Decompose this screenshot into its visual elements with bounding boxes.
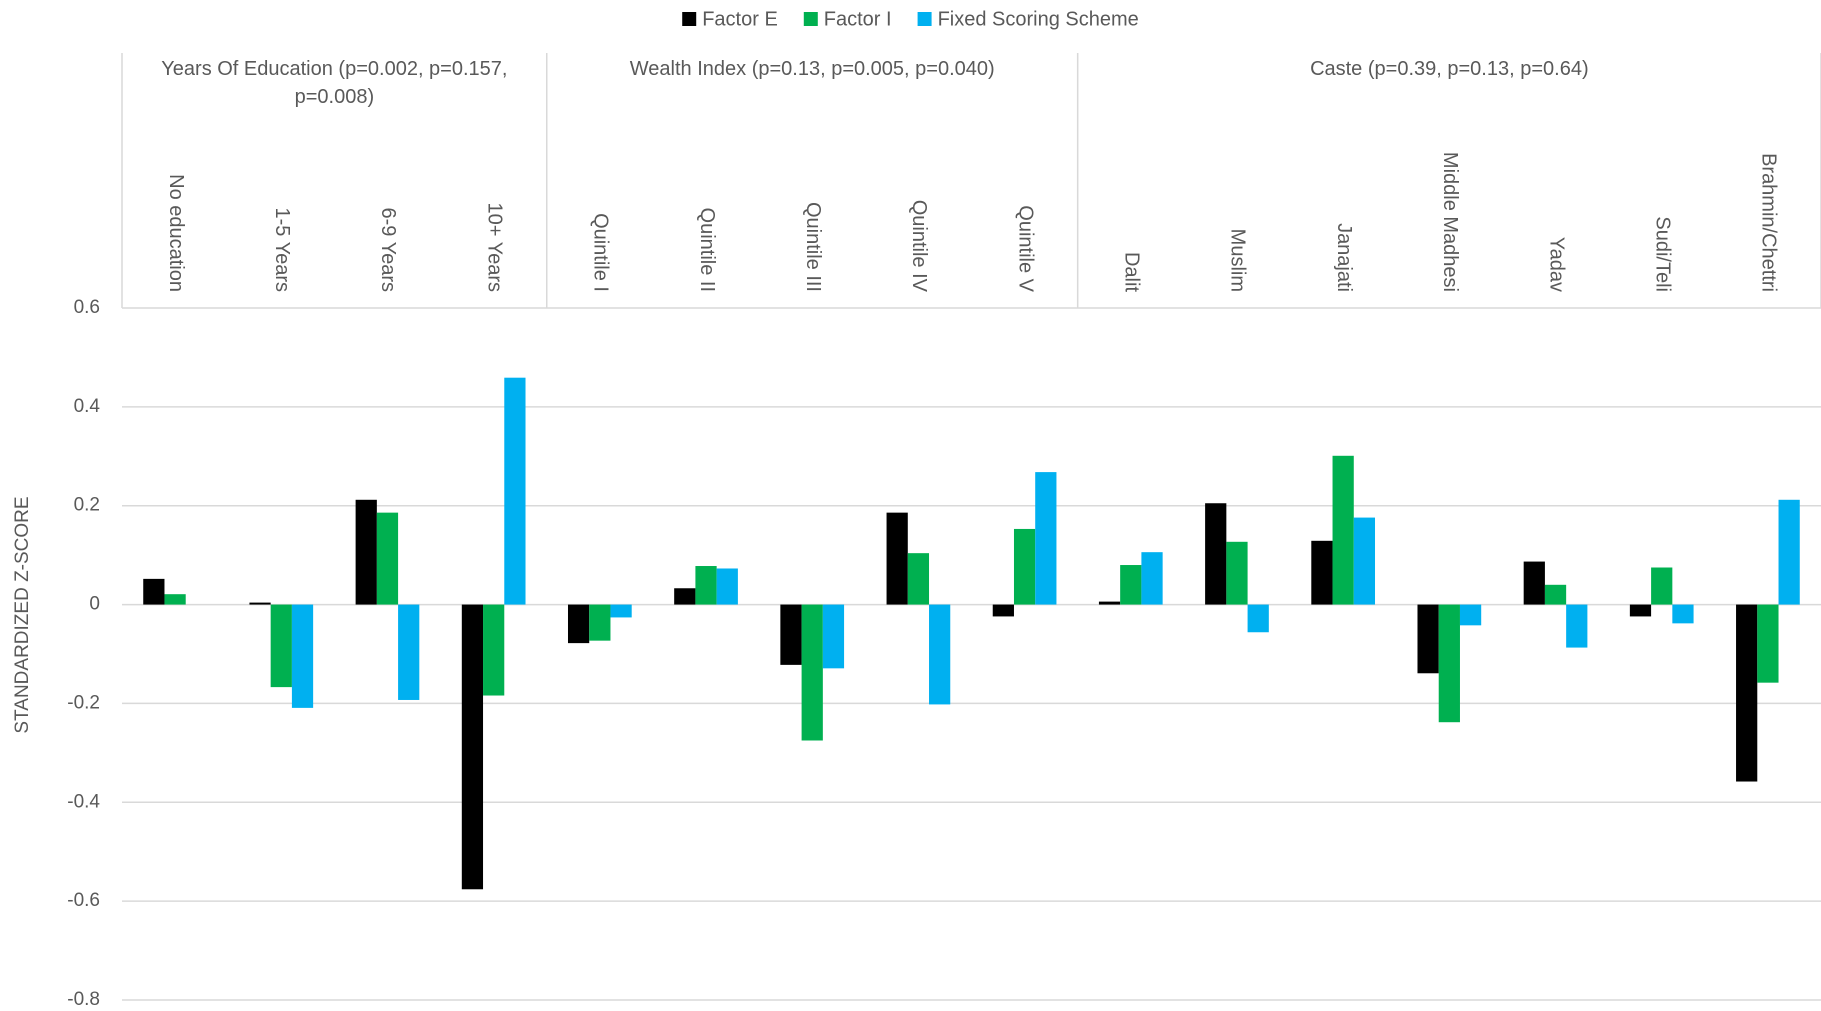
bar (992, 604, 1014, 617)
bar (589, 604, 611, 641)
bar (1629, 604, 1652, 617)
bar (1566, 604, 1588, 648)
x-tick-label: Sudi/Teli (1651, 216, 1673, 292)
x-tick-label: No education (165, 174, 187, 292)
legend-label: Fixed Scoring Scheme (938, 8, 1139, 30)
bar (1459, 604, 1482, 626)
legend-swatch (682, 12, 697, 26)
x-tick-label: Middle Madhesi (1439, 152, 1461, 292)
group-label: Caste (p=0.39, p=0.13, p=0.64) (1310, 58, 1589, 80)
bar (674, 588, 696, 605)
y-tick-label: -0.4 (67, 791, 100, 812)
bar (1332, 455, 1354, 605)
bar (1736, 604, 1758, 782)
bar (695, 566, 717, 605)
y-tick-label: -0.6 (67, 890, 100, 911)
bar (1120, 565, 1142, 605)
x-tick-label: Quintile III (802, 202, 824, 292)
bar (929, 604, 951, 705)
bar (1013, 528, 1036, 605)
bar (1205, 503, 1227, 605)
bar (1141, 552, 1163, 605)
bar (801, 604, 823, 741)
x-tick-label: Dalit (1121, 252, 1143, 292)
y-tick-label: -0.2 (67, 692, 100, 713)
bar (716, 568, 738, 605)
bar (1757, 604, 1779, 683)
y-tick-label: 0.6 (74, 297, 100, 318)
x-tick-label: Yadav (1545, 237, 1567, 292)
group-label: Years Of Education (p=0.002, p=0.157, p=… (161, 58, 508, 108)
x-tick-label: Quintile IV (908, 200, 930, 293)
x-tick-label: 1-5 Years (271, 207, 293, 292)
bar (1438, 604, 1460, 723)
x-tick-label: 6-9 Years (377, 207, 399, 292)
bar (610, 604, 632, 618)
bar (1247, 604, 1269, 633)
bar (1778, 499, 1800, 605)
x-tick-label: Quintile V (1014, 205, 1036, 292)
y-tick-label: 0.4 (74, 396, 101, 417)
bar (1035, 472, 1057, 605)
group-label: Wealth Index (p=0.13, p=0.005, p=0.040) (629, 58, 995, 80)
x-tick-label: Quintile II (696, 208, 718, 292)
legend-label: Factor E (702, 8, 778, 30)
bar (886, 512, 908, 605)
bar (907, 553, 930, 605)
bar (1098, 601, 1121, 605)
bar (461, 604, 484, 890)
legend-swatch (803, 12, 818, 26)
bar (1523, 561, 1545, 605)
y-axis-title: STANDARDIZED Z-SCORE (12, 496, 33, 733)
bar (1311, 540, 1333, 605)
bar (143, 578, 165, 605)
bar (355, 499, 377, 605)
bar (164, 594, 186, 605)
bar (483, 604, 505, 696)
legend-label: Factor I (824, 8, 892, 30)
bar (780, 604, 802, 665)
bar (1651, 567, 1673, 605)
bar (249, 602, 271, 605)
bar (1353, 517, 1376, 605)
bar (398, 604, 420, 700)
x-tick-label: 10+ Years (483, 202, 505, 292)
bar (376, 512, 399, 605)
bar (1672, 604, 1694, 624)
bar (1226, 541, 1248, 605)
x-tick-label: Muslim (1227, 229, 1249, 292)
y-tick-label: 0.2 (74, 495, 100, 516)
x-tick-label: Brahmin/Chettri (1758, 153, 1780, 292)
legend-swatch (917, 12, 932, 26)
y-tick-label: 0 (89, 594, 100, 615)
bar (504, 377, 526, 605)
x-tick-label: Janajati (1333, 223, 1355, 292)
bar (291, 604, 314, 708)
bar (822, 604, 845, 669)
bar (1544, 584, 1567, 605)
bar (1417, 604, 1439, 674)
x-tick-label: Quintile I (590, 213, 612, 292)
bar (567, 604, 590, 644)
y-tick-label: -0.8 (67, 989, 100, 1010)
bar (270, 604, 292, 688)
